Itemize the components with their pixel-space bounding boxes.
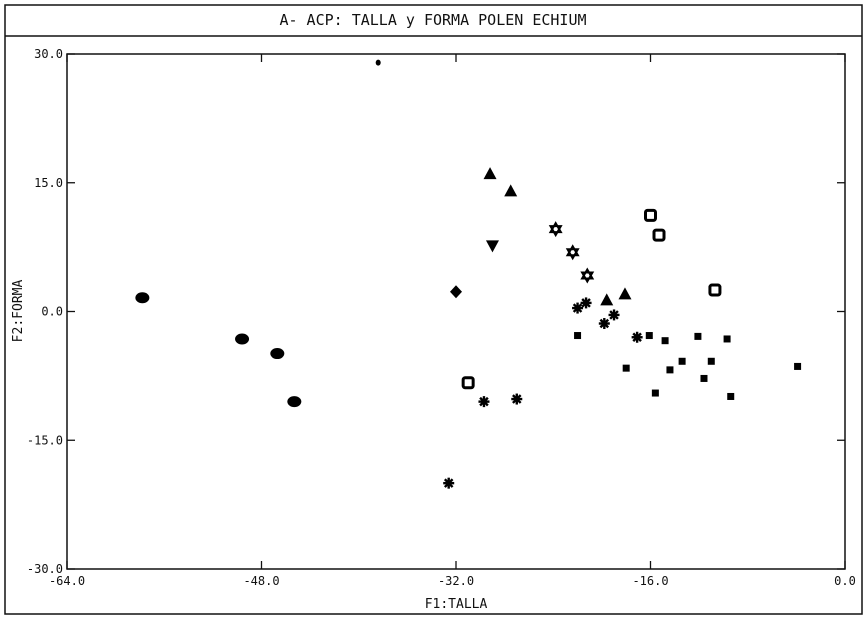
point-open-square	[652, 228, 666, 242]
point-circle	[235, 333, 250, 345]
point-star-6	[548, 221, 563, 238]
point-filled-square	[700, 374, 708, 382]
x-tick-label: 0.0	[834, 574, 856, 588]
point-open-square	[708, 283, 722, 297]
point-asterisk	[572, 302, 584, 314]
outer-frame	[4, 4, 863, 615]
x-tick-label: -64.0	[49, 574, 85, 588]
y-axis-label: F2:FORMA	[11, 280, 26, 343]
point-asterisk	[478, 396, 490, 408]
point-triangle-up	[504, 184, 518, 197]
point-filled-square	[794, 362, 802, 370]
point-filled-square	[651, 389, 659, 397]
point-circle	[287, 396, 302, 408]
point-diamond	[450, 285, 462, 299]
point-asterisk	[608, 309, 620, 321]
point-asterisk	[580, 297, 592, 309]
point-circle	[270, 348, 285, 360]
point-triangle-up	[483, 167, 497, 180]
point-filled-square	[727, 392, 735, 400]
point-filled-square	[666, 366, 674, 374]
point-triangle-up	[618, 287, 632, 300]
y-tick-label: 30.0	[34, 47, 63, 61]
point-star-6	[580, 267, 595, 284]
point-filled-square	[645, 332, 653, 340]
x-tick-label: -16.0	[632, 574, 668, 588]
y-tick-label: -30.0	[27, 562, 63, 576]
point-filled-square	[678, 357, 686, 365]
x-tick-label: -48.0	[243, 574, 279, 588]
point-filled-square	[661, 337, 669, 345]
chart-title: A- ACP: TALLA y FORMA POLEN ECHIUM	[279, 11, 586, 29]
point-filled-square	[622, 364, 630, 372]
point-open-square	[644, 208, 657, 222]
x-axis-ticks: -64.0 -48.0 -32.0 -16.0 0.0	[49, 54, 856, 588]
point-asterisk	[598, 318, 610, 330]
x-tick-label: -32.0	[438, 574, 474, 588]
point-star-6	[565, 244, 580, 261]
x-axis-label: F1:TALLA	[425, 597, 488, 612]
point-dot	[375, 59, 381, 66]
point-asterisk	[631, 331, 643, 343]
point-filled-square	[707, 357, 715, 365]
point-filled-square	[574, 332, 582, 340]
y-tick-label: -15.0	[27, 433, 63, 447]
y-tick-label: 0.0	[41, 305, 63, 319]
point-triangle-down	[485, 240, 499, 253]
point-asterisk	[443, 477, 455, 489]
y-tick-label: 15.0	[34, 176, 63, 190]
y-axis-ticks: 30.0 15.0 0.0 -15.0 -30.0	[27, 47, 845, 576]
point-circle	[135, 292, 150, 304]
point-asterisk	[511, 393, 523, 405]
data-points	[135, 59, 802, 489]
point-triangle-up	[600, 293, 614, 306]
point-open-square	[461, 376, 475, 390]
point-filled-square	[723, 335, 731, 343]
point-filled-square	[694, 332, 702, 340]
